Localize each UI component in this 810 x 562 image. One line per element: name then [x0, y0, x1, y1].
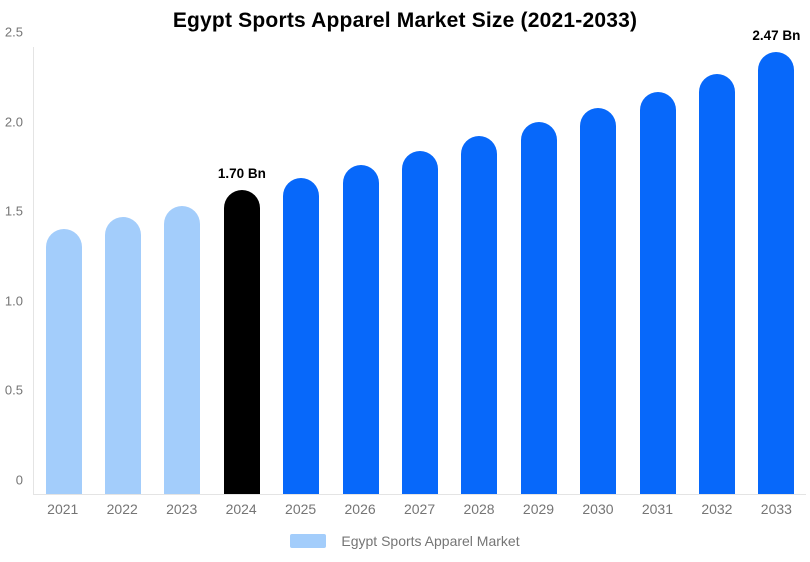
bar-2028[interactable] — [461, 136, 498, 494]
bar-slot-2025 — [272, 47, 331, 494]
bar-value-label-2024: 1.70 Bn — [217, 166, 266, 182]
x-tick-label-2025: 2025 — [285, 501, 317, 517]
x-tick-label-2029: 2029 — [522, 501, 555, 517]
x-tick-label-2024: 2024 — [225, 501, 257, 517]
bar-slot-2033: 2.47 Bn — [747, 28, 806, 494]
bar-2027[interactable] — [402, 150, 439, 494]
bar-2030[interactable] — [580, 107, 617, 494]
y-tick-label: 0.5 — [4, 382, 23, 398]
y-axis: 0 0.5 1.0 1.5 2.0 2.5 — [0, 25, 27, 495]
x-tick-label-2028: 2028 — [463, 501, 495, 517]
x-tick-label-2033: 2033 — [760, 501, 792, 517]
legend[interactable]: Egypt Sports Apparel Market — [0, 533, 810, 549]
plot-area: 1.70 Bn 2.47 Bn — [33, 28, 806, 495]
y-tick-label: 2.5 — [4, 24, 23, 40]
bar-2023[interactable] — [164, 206, 201, 494]
x-tick-label-2032: 2032 — [701, 501, 733, 517]
bar-2032[interactable] — [698, 73, 735, 494]
bar-2033[interactable] — [758, 52, 795, 494]
x-tick-label-2026: 2026 — [344, 501, 376, 517]
legend-label: Egypt Sports Apparel Market — [341, 533, 520, 549]
bar-slot-2029 — [509, 47, 568, 494]
x-tick-label-2030: 2030 — [582, 501, 614, 517]
bar-slot-2024: 1.70 Bn — [212, 47, 271, 494]
bar-slot-2027 — [390, 47, 449, 494]
bar-slot-2021 — [34, 47, 93, 494]
y-tick-label: 1.0 — [4, 293, 23, 309]
x-tick-label-2027: 2027 — [403, 501, 436, 517]
bar-2024[interactable] — [223, 190, 260, 494]
legend-swatch-icon — [290, 534, 327, 548]
bar-2029[interactable] — [520, 122, 557, 494]
bar-slot-2026 — [331, 47, 390, 494]
bar-2021[interactable] — [45, 229, 82, 494]
bars-group: 1.70 Bn 2.47 Bn — [34, 28, 806, 494]
y-tick-label: 1.5 — [4, 203, 23, 219]
x-axis: 2021 2022 2023 2024 2025 2026 2027 2028 2029 2030… — [33, 501, 806, 517]
x-tick-label-2023: 2023 — [166, 501, 198, 517]
y-tick-label: 2.0 — [4, 114, 23, 130]
x-tick-label-2021: 2021 — [47, 501, 79, 517]
bar-2026[interactable] — [342, 165, 379, 494]
bar-slot-2031 — [628, 47, 687, 494]
chart-title: Egypt Sports Apparel Market Size (2021-2… — [172, 9, 638, 32]
bar-slot-2028 — [450, 47, 509, 494]
bar-slot-2030 — [569, 47, 628, 494]
x-tick-label-2022: 2022 — [106, 501, 138, 517]
bar-slot-2022 — [93, 47, 152, 494]
bar-2025[interactable] — [283, 177, 320, 494]
bar-slot-2032 — [687, 47, 746, 494]
bar-slot-2023 — [153, 47, 212, 494]
y-tick-label: 0 — [15, 472, 23, 488]
bar-2022[interactable] — [105, 216, 142, 494]
x-tick-label-2031: 2031 — [641, 501, 673, 517]
bar-2031[interactable] — [639, 91, 676, 494]
bar-value-label-2033: 2.47 Bn — [752, 28, 801, 44]
